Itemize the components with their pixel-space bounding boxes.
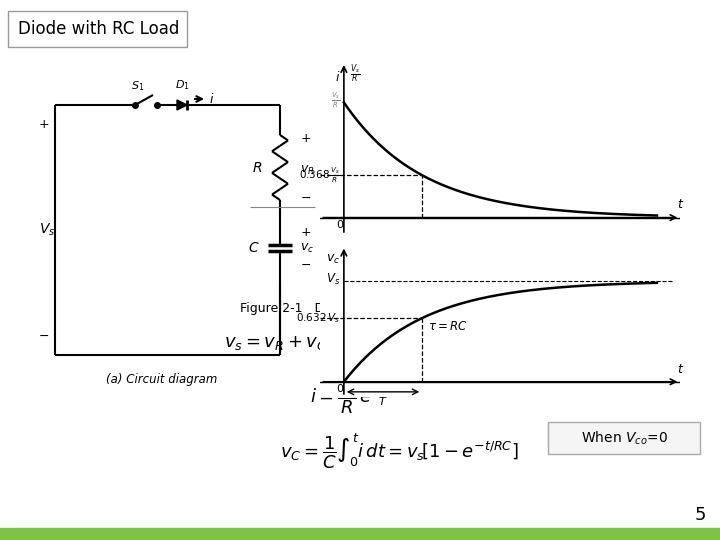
Text: $-$: $-$ <box>300 191 311 204</box>
Text: $v_R$: $v_R$ <box>300 164 315 177</box>
Text: $+$: $+$ <box>300 132 311 145</box>
Polygon shape <box>177 100 187 110</box>
Text: $0$: $0$ <box>336 382 344 394</box>
Text: $V_s$: $V_s$ <box>39 222 55 238</box>
Text: $v_c$: $v_c$ <box>300 241 314 254</box>
Text: $D_1$: $D_1$ <box>174 78 189 92</box>
Text: $S_1$: $S_1$ <box>131 79 145 93</box>
FancyBboxPatch shape <box>8 11 187 47</box>
Text: $0.368\,\frac{V_s}{R}$: $0.368\,\frac{V_s}{R}$ <box>299 165 340 185</box>
Text: $i$: $i$ <box>209 92 215 106</box>
Text: $v_s = v_R + v_C = i\,R + \dfrac{1}{C}\int i\,dt + v_{C0}$: $v_s = v_R + v_C = i\,R + \dfrac{1}{C}\i… <box>224 325 496 361</box>
Text: (a) Circuit diagram: (a) Circuit diagram <box>107 373 217 386</box>
Text: (b) Waveforms: (b) Waveforms <box>497 285 583 298</box>
Text: Figure 2-1   Diode circuit with RC load.: Figure 2-1 Diode circuit with RC load. <box>240 302 480 315</box>
FancyBboxPatch shape <box>548 422 700 454</box>
Text: $+$: $+$ <box>300 226 311 239</box>
Text: $-$: $-$ <box>38 328 49 341</box>
Text: $t$: $t$ <box>677 363 684 376</box>
Text: $+$: $+$ <box>37 118 49 132</box>
Text: $t$: $t$ <box>677 198 684 211</box>
Text: $i$: $i$ <box>335 70 340 84</box>
Text: 5: 5 <box>694 506 706 524</box>
Text: $T$: $T$ <box>378 395 388 407</box>
Text: When $V_{co}$=0: When $V_{co}$=0 <box>580 429 667 447</box>
Text: $0$: $0$ <box>336 218 344 230</box>
Bar <box>0 528 720 540</box>
Text: $v_C = \dfrac{1}{C}\int_0^t i\,dt = v_s\!\left[1 - e^{-t/RC}\right]$: $v_C = \dfrac{1}{C}\int_0^t i\,dt = v_s\… <box>280 432 518 471</box>
Text: $v_c$: $v_c$ <box>326 253 340 266</box>
Text: $\frac{V_s}{R}$: $\frac{V_s}{R}$ <box>350 62 361 85</box>
Text: Diode with RC Load: Diode with RC Load <box>18 20 179 38</box>
Text: $\tau = RC$: $\tau = RC$ <box>428 320 468 333</box>
Text: $V_s$: $V_s$ <box>326 272 340 287</box>
Text: $-$: $-$ <box>300 258 311 271</box>
Text: $0.632\,V_s$: $0.632\,V_s$ <box>296 311 340 325</box>
Text: $i = \dfrac{v_s}{R}\,e^{-t/RC}$: $i = \dfrac{v_s}{R}\,e^{-t/RC}$ <box>310 380 410 416</box>
Text: $C$: $C$ <box>248 241 260 255</box>
Text: $R$: $R$ <box>252 161 262 175</box>
Text: $\frac{V_s}{R}$: $\frac{V_s}{R}$ <box>330 90 340 110</box>
